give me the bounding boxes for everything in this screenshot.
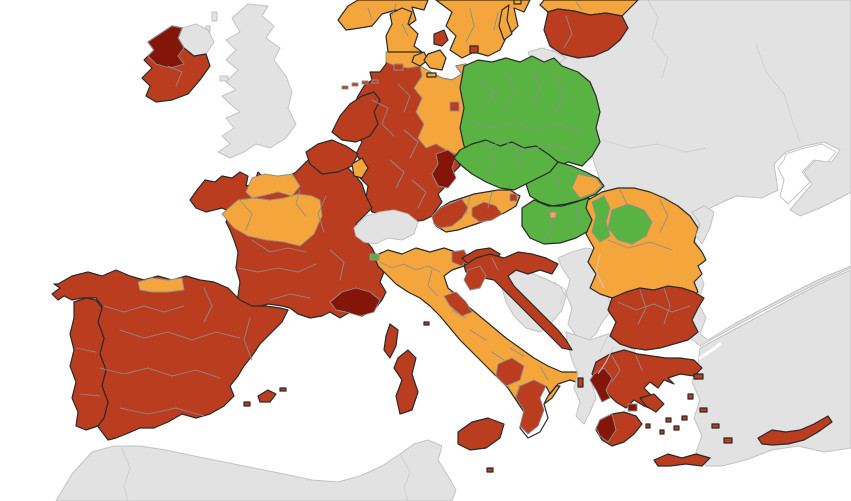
region-portugal — [69, 297, 109, 431]
region-croatia — [463, 251, 573, 351]
region-switzerland — [353, 209, 419, 245]
region-ireland-northwest — [147, 25, 185, 69]
region-crete — [653, 453, 711, 467]
region-austria-south — [471, 201, 503, 223]
region-moldova — [691, 205, 715, 245]
region-cyprus — [757, 415, 833, 446]
region-budapest — [549, 211, 557, 219]
region-corsica — [383, 323, 399, 359]
region-slovakia-east — [571, 173, 603, 199]
region-peloponnese-west — [595, 413, 617, 443]
region-norway-south — [337, 0, 429, 31]
region-friuli — [451, 249, 469, 267]
nodata-country-borders — [121, 0, 801, 501]
region-campania — [495, 357, 525, 387]
black-sea — [691, 141, 851, 341]
bosporus-strait — [698, 342, 722, 360]
region-bavaria-east — [431, 149, 457, 189]
region-corfu — [577, 377, 584, 388]
region-normandy — [245, 173, 301, 199]
region-sardinia — [393, 349, 419, 415]
region-greece — [591, 349, 703, 411]
region-malta — [486, 467, 494, 473]
region-wadden-islands — [341, 79, 379, 90]
region-north-africa — [55, 439, 457, 501]
region-denmark — [385, 7, 423, 53]
region-hamburg — [393, 63, 404, 71]
region-romania-northwest — [591, 195, 611, 243]
region-vienna — [509, 193, 518, 202]
region-bornholm — [469, 45, 479, 54]
region-spain — [51, 269, 289, 441]
region-luxembourg — [351, 157, 369, 179]
region-provence — [329, 287, 381, 317]
region-danish-islands — [411, 49, 447, 78]
region-oland — [513, 0, 522, 5]
region-great-britain — [217, 3, 297, 159]
region-turkey — [691, 269, 851, 467]
region-transylvania — [607, 203, 653, 245]
region-netherlands — [331, 91, 381, 143]
region-balearic-islands — [243, 387, 287, 407]
region-asturias — [137, 277, 185, 293]
region-bosnia-herzegovina — [501, 269, 567, 333]
region-istria — [463, 265, 487, 291]
region-attica — [627, 403, 638, 412]
region-belgium — [305, 139, 359, 175]
region-greece-west — [589, 367, 613, 403]
region-calabria-basilicata — [515, 379, 547, 435]
region-elba — [423, 321, 430, 326]
region-crimea — [777, 143, 837, 205]
region-marche — [443, 291, 473, 317]
region-berlin — [449, 101, 460, 112]
region-gotland — [498, 4, 513, 41]
region-sweden-south — [435, 0, 531, 59]
region-austria-west — [431, 198, 469, 229]
region-aegean-islands — [645, 373, 733, 444]
subnational-borders — [75, 1, 691, 417]
region-copenhagen-region — [433, 29, 449, 47]
region-aosta-valley — [369, 253, 380, 261]
region-isle-of-man — [219, 75, 229, 82]
region-sicily — [457, 417, 505, 451]
region-bulgaria — [607, 285, 705, 351]
region-euboea — [639, 393, 665, 413]
